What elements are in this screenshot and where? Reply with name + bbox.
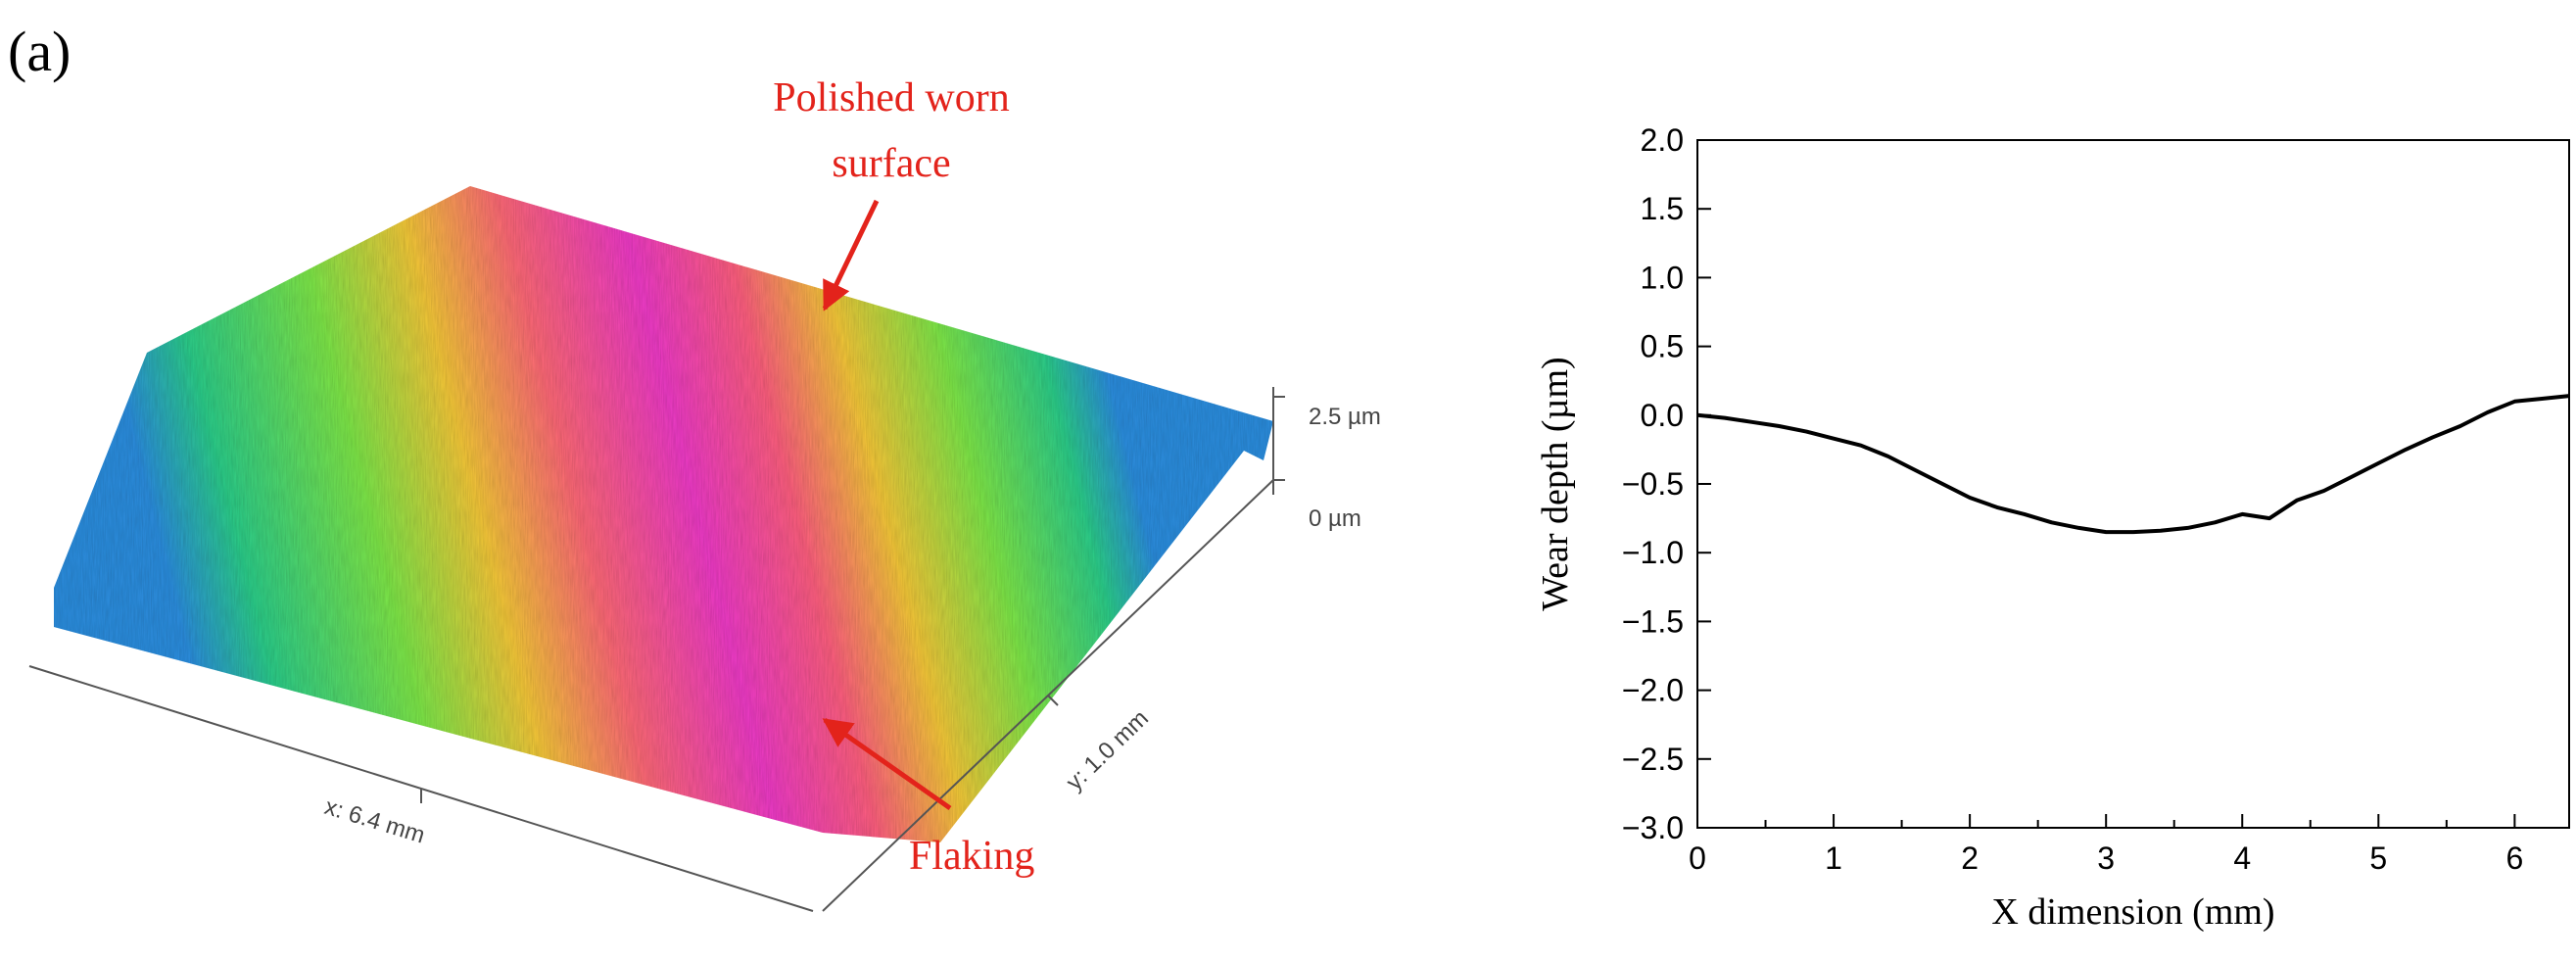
surface-plot — [54, 186, 1273, 842]
y-tick-label: −2.5 — [1622, 742, 1684, 777]
y-tick-label: −1.5 — [1622, 603, 1684, 639]
data-point — [1696, 414, 1698, 416]
data-point — [2405, 449, 2407, 451]
data-point — [2323, 490, 2325, 492]
x-ticks: 0 1 2 3 4 5 6 — [1689, 814, 2523, 876]
data-point — [2377, 462, 2379, 464]
flaking-annotation: Flaking — [909, 834, 1034, 879]
y-ticks: 2.0 1.5 1.0 0.5 0.0 −0.5 −1.0 −1.5 −2.0 −2.5 −3.0 — [1622, 122, 1711, 845]
data-point — [1805, 431, 1807, 433]
x-tick-label: 0 — [1689, 841, 1706, 876]
z-bottom-label: 0 µm — [1309, 505, 1361, 532]
x-tick-label: 6 — [2505, 841, 2523, 876]
y-tick-label: −0.5 — [1622, 466, 1684, 502]
data-point — [2487, 411, 2489, 413]
data-point — [2105, 531, 2107, 533]
y-axis-label: Wear depth (µm) — [1535, 357, 1576, 610]
data-point — [2051, 521, 2053, 523]
data-point — [1724, 417, 1726, 419]
data-point — [2132, 531, 2134, 533]
data-point — [2241, 513, 2243, 515]
data-point — [2513, 401, 2515, 403]
polished-annotation-line1: Polished worn — [773, 75, 1010, 120]
data-point — [2160, 530, 2162, 532]
y-tick-label: −2.0 — [1622, 673, 1684, 708]
x-tick-label: 1 — [1825, 841, 1842, 876]
z-top-label: 2.5 µm — [1309, 404, 1381, 430]
y-tick-label: 1.5 — [1641, 191, 1684, 226]
data-point — [1778, 425, 1780, 427]
data-point — [2541, 398, 2543, 400]
data-point — [2268, 517, 2270, 519]
data-point — [1969, 497, 1971, 499]
data-point — [2296, 500, 2298, 502]
y-tick-label: 0.5 — [1641, 329, 1684, 364]
surface-3d-panel: x: 6.4 mm y: 1.0 mm 2.5 µm 0 µm Polished… — [28, 75, 1381, 912]
data-point — [1941, 483, 1943, 485]
x-tick-label: 2 — [1961, 841, 1979, 876]
y-axis-label-3d: y: 1.0 mm — [1061, 705, 1154, 796]
y-tick-mid — [1047, 695, 1059, 706]
x-tick-label: 5 — [2369, 841, 2387, 876]
data-point — [1860, 445, 1862, 447]
data-point — [2351, 476, 2352, 478]
wear-depth-chart: 0 1 2 3 4 5 6 2.0 1.5 1.0 0.5 0.0 −0.5 −1.0 −1.5 −2.0 −… — [1535, 122, 2570, 933]
x-tick-label: 4 — [2233, 841, 2251, 876]
flaking-arrow — [822, 717, 952, 811]
polished-annotation-line2: surface — [832, 141, 950, 186]
data-point — [2432, 436, 2434, 438]
data-point — [1751, 421, 1753, 423]
y-tick-label: −1.0 — [1622, 535, 1684, 570]
plot-frame — [1696, 139, 2570, 829]
x-axis-label-3d: x: 6.4 mm — [321, 793, 428, 849]
data-point — [1833, 438, 1835, 440]
y-tick-label: 2.0 — [1641, 122, 1684, 158]
x-tick-label: 3 — [2097, 841, 2115, 876]
data-point — [2459, 425, 2461, 427]
series-line — [1696, 394, 2570, 535]
x-axis-label: X dimension (mm) — [1991, 891, 2274, 933]
y-tick-label: −3.0 — [1622, 810, 1684, 845]
polished-arrow — [822, 199, 880, 312]
y-tick-label: 1.0 — [1641, 260, 1684, 295]
y-tick-label: 0.0 — [1641, 398, 1684, 433]
data-point — [2187, 527, 2189, 529]
series-group — [1696, 394, 2570, 535]
data-point — [1915, 469, 1916, 471]
data-point — [2024, 513, 2026, 515]
data-point — [2214, 521, 2216, 523]
data-point — [1996, 506, 1998, 508]
data-point — [2568, 395, 2570, 397]
panel-label: (a) — [8, 20, 71, 83]
data-point — [2077, 527, 2079, 529]
